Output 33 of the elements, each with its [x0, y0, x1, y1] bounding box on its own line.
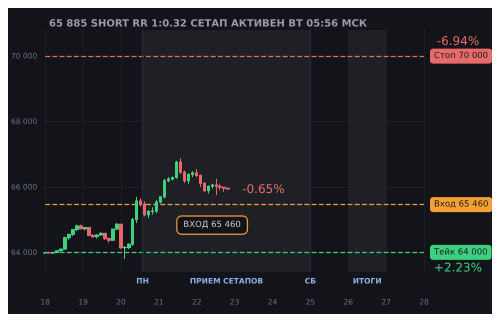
candlestick [215, 178, 218, 196]
ref-line-label: Стоп 70 000 [434, 51, 488, 62]
text: +2.23% [434, 260, 482, 274]
candlestick [63, 236, 67, 250]
annotation: ВХОД 65 460 [183, 220, 241, 230]
candlestick [87, 226, 91, 237]
candlestick [83, 227, 87, 231]
candlestick [79, 224, 83, 230]
annotation: -0.65% [242, 182, 285, 196]
candlestick [147, 209, 150, 219]
candlestick [226, 187, 230, 191]
ref-line-label: Тейк 64 000 [433, 247, 488, 258]
text: -6.94% [436, 34, 480, 48]
ref-line-label: Вход 65 460 [434, 200, 488, 210]
candlestick [175, 160, 178, 180]
candlestick [207, 184, 210, 194]
candlestick [211, 183, 214, 190]
candlestick [51, 252, 55, 255]
candlestick [155, 200, 158, 214]
candlestick [95, 234, 99, 240]
candlestick [187, 172, 190, 184]
candlestick [99, 232, 103, 237]
candlestick [107, 236, 111, 244]
candlestick [71, 228, 75, 237]
candlestick [218, 183, 222, 191]
candlestick [47, 251, 51, 254]
candlestick [143, 200, 146, 217]
chart-title: 65 885 SHORT RR 1:0.32 СЕТАП АКТИВЕН ВТ 05:56 МСК [49, 18, 368, 30]
candlestick [103, 232, 107, 240]
candlestick [43, 252, 47, 255]
candlestick [119, 223, 123, 250]
candlestick [222, 186, 226, 192]
candlestick [75, 224, 79, 232]
